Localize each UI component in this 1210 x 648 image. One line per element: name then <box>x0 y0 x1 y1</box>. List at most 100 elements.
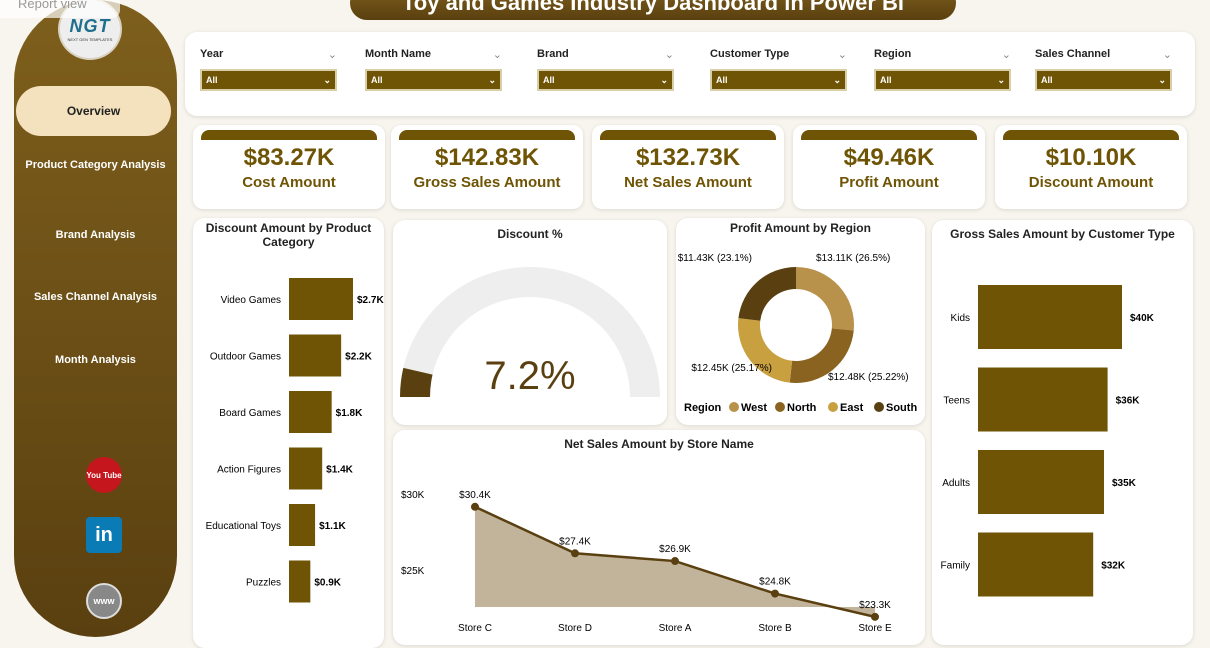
kpi-accent-bar <box>399 130 575 140</box>
filter-dropdown[interactable]: All ⌄ <box>365 69 502 91</box>
data-label: $23.3K <box>859 600 891 611</box>
data-label: $30.4K <box>459 490 491 501</box>
kpi-label: Discount Amount <box>1028 174 1154 191</box>
nav-brand[interactable]: Brand Analysis <box>55 229 136 241</box>
nav-sales-channel[interactable]: Sales Channel Analysis <box>33 291 158 303</box>
filter-panel: Year ⌄ All ⌄ Month Name ⌄ All ⌄ Brand ⌄ All ⌄ Custom… <box>185 32 1195 116</box>
chevron-down-icon[interactable]: ⌄ <box>1162 49 1172 61</box>
nav-overview[interactable]: Overview <box>16 86 171 136</box>
chevron-down-icon[interactable]: ⌄ <box>327 49 337 61</box>
filter-dropdown[interactable]: All ⌄ <box>1035 69 1172 91</box>
category-label: Outdoor Games <box>210 352 281 363</box>
slice-label: $11.43K (23.1%) <box>678 253 752 264</box>
chevron-down-icon: ⌄ <box>323 75 331 85</box>
legend-marker <box>775 402 785 412</box>
kpi-label: Net Sales Amount <box>624 174 752 191</box>
bar <box>978 450 1104 514</box>
kpi-card: $132.73K Net Sales Amount <box>592 125 784 209</box>
filter-region: Region ⌄ All ⌄ <box>874 48 1011 91</box>
donut-slice-north <box>789 328 854 383</box>
chart-title: Discount Amount by Product Category <box>205 221 372 249</box>
data-label: $32K <box>1101 561 1126 572</box>
data-label: $2.7K <box>357 295 384 306</box>
data-label: $1.1K <box>319 521 346 532</box>
donut-slice-south <box>738 267 796 321</box>
chevron-down-icon[interactable]: ⌄ <box>837 49 847 61</box>
chart-title: Net Sales Amount by Store Name <box>564 437 754 451</box>
filter-value: All <box>1041 75 1053 85</box>
gross-sales-by-customer-chart: Gross Sales Amount by Customer Type Kids… <box>932 220 1193 645</box>
gauge-track <box>400 267 660 397</box>
filter-label: Year <box>200 48 224 60</box>
page-title: Toy and Games Industry Dashboard in Powe… <box>350 0 956 20</box>
filter-value: All <box>206 75 218 85</box>
legend-marker <box>729 402 739 412</box>
chevron-down-icon[interactable]: ⌄ <box>1001 49 1011 61</box>
filter-customer-type: Customer Type ⌄ All ⌄ <box>710 48 847 91</box>
bar <box>289 391 332 433</box>
legend-title: Region <box>684 402 722 414</box>
web-globe-icon[interactable]: www <box>86 583 122 619</box>
chart-title: Profit Amount by Region <box>730 221 871 235</box>
kpi-value: $83.27K <box>243 144 335 171</box>
filter-value: All <box>371 75 383 85</box>
chevron-down-icon: ⌄ <box>833 75 841 85</box>
filter-year: Year ⌄ All ⌄ <box>200 48 337 91</box>
data-label: $27.4K <box>559 536 591 547</box>
bar <box>978 532 1094 597</box>
kpi-value: $142.83K <box>434 144 540 171</box>
filter-brand: Brand ⌄ All ⌄ <box>537 48 674 91</box>
filter-value: All <box>543 75 555 85</box>
report-view-label: Report view <box>0 0 120 18</box>
data-label: $26.9K <box>659 544 691 555</box>
legend-item: South <box>886 402 917 414</box>
sidebar: Overview Product Category Analysis Brand… <box>14 0 177 637</box>
kpi-accent-bar <box>1003 130 1179 140</box>
chevron-down-icon[interactable]: ⌄ <box>664 49 674 61</box>
data-point <box>671 557 679 566</box>
chevron-down-icon: ⌄ <box>488 75 496 85</box>
slice-label: $12.48K (25.22%) <box>828 372 909 383</box>
donut-slice-west <box>796 267 854 331</box>
kpi-label: Cost Amount <box>242 174 336 191</box>
discount-by-category-chart: Discount Amount by Product Category Vide… <box>193 218 384 648</box>
legend-marker <box>874 402 884 412</box>
filter-month-name: Month Name ⌄ All ⌄ <box>365 48 502 91</box>
y-tick: $30K <box>401 490 425 501</box>
bar <box>289 560 311 603</box>
kpi-card: $83.27K Cost Amount <box>193 125 385 209</box>
nav-month[interactable]: Month Analysis <box>55 354 136 366</box>
category-label: Teens <box>943 396 970 407</box>
donut-slice-east <box>738 318 793 383</box>
data-label: $35K <box>1112 478 1137 489</box>
gauge-value: 7.2% <box>484 354 575 398</box>
data-point <box>471 502 479 511</box>
legend-item: West <box>741 402 767 414</box>
kpi-accent-bar <box>801 130 977 140</box>
net-sales-by-store-chart: Net Sales Amount by Store Name $30K $25K $… <box>393 430 925 645</box>
bar <box>289 278 353 320</box>
chevron-down-icon: ⌄ <box>997 75 1005 85</box>
legend-item: East <box>840 402 864 414</box>
linkedin-icon[interactable]: in <box>86 517 122 553</box>
kpi-accent-bar <box>600 130 776 140</box>
data-label: $0.9K <box>314 578 341 589</box>
x-tick: Store E <box>858 623 892 634</box>
x-tick: Store B <box>758 623 792 634</box>
youtube-icon[interactable]: You Tube <box>86 457 122 493</box>
filter-sales-channel: Sales Channel ⌄ All ⌄ <box>1035 48 1172 91</box>
bar <box>289 334 342 377</box>
chevron-down-icon[interactable]: ⌄ <box>492 49 502 61</box>
nav-product-category[interactable]: Product Category Analysis <box>25 159 166 171</box>
filter-dropdown[interactable]: All ⌄ <box>710 69 847 91</box>
category-label: Action Figures <box>217 465 281 476</box>
category-label: Family <box>941 561 970 572</box>
discount-gauge: Discount % 7.2% <box>393 220 667 425</box>
category-label: Board Games <box>219 408 281 419</box>
data-label: $36K <box>1116 396 1141 407</box>
filter-dropdown[interactable]: All ⌄ <box>874 69 1011 91</box>
bar <box>289 447 323 490</box>
filter-dropdown[interactable]: All ⌄ <box>200 69 337 91</box>
slice-label: $12.45K (25.17%) <box>691 363 772 374</box>
filter-dropdown[interactable]: All ⌄ <box>537 69 674 91</box>
